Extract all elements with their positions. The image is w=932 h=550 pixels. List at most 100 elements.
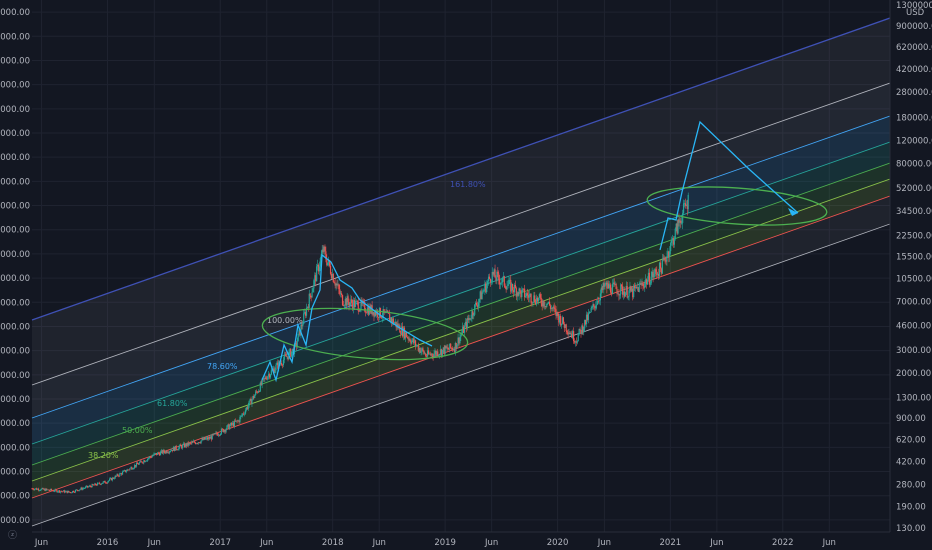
candle-body — [211, 434, 213, 440]
candle-body — [665, 260, 667, 262]
candle-body — [519, 288, 521, 291]
candle-body — [482, 291, 484, 293]
candle-body — [240, 415, 242, 418]
candle-body — [289, 348, 291, 352]
timezone-icon[interactable]: ⓩ — [8, 531, 18, 541]
left-axis-tick: 34000.00 — [0, 129, 30, 139]
candle-body — [558, 315, 560, 323]
candle-body — [397, 323, 399, 329]
candle-body — [599, 293, 602, 301]
candle-body — [106, 482, 108, 484]
candle-body — [679, 220, 681, 223]
candle-body — [283, 354, 285, 360]
candle-body — [429, 353, 431, 355]
candle-body — [340, 293, 342, 295]
right-axis-tick: 1300.00 — [896, 393, 931, 403]
candle-body — [402, 326, 404, 337]
candle-body — [227, 424, 229, 426]
candle-body — [537, 297, 540, 302]
candle-body — [489, 278, 492, 283]
x-axis-tick: Jun — [597, 538, 611, 548]
candle-body — [166, 450, 168, 453]
candle-body — [600, 287, 602, 294]
candle-body — [460, 334, 462, 337]
candle-body — [495, 277, 497, 281]
candle-body — [570, 333, 572, 335]
candle-body — [606, 282, 608, 289]
candle-body — [560, 323, 563, 326]
x-axis-tick: 2016 — [97, 538, 119, 548]
candle-body — [109, 478, 111, 481]
candle-body — [468, 318, 470, 321]
candle-body — [501, 277, 504, 283]
candle-body — [586, 314, 589, 321]
candle-body — [451, 347, 453, 349]
candle-body — [171, 449, 174, 451]
candle-body — [668, 251, 670, 257]
candle-body — [208, 437, 211, 439]
candle-body — [68, 491, 70, 493]
candle-body — [330, 273, 333, 279]
channel-band — [32, 18, 890, 385]
candle-body — [165, 450, 167, 453]
candle-body — [64, 491, 66, 493]
candle-body — [541, 303, 543, 307]
left-axis-tick: 6000.00 — [0, 468, 30, 478]
candle-body — [552, 306, 554, 309]
candle-body — [258, 391, 260, 392]
candle-body — [323, 246, 325, 252]
channel-band — [32, 116, 890, 444]
right-axis-tick: 10500.00 — [896, 275, 932, 285]
candle-body — [623, 291, 626, 297]
candle-body — [121, 473, 123, 475]
candle-body — [32, 488, 34, 490]
candle-body — [476, 305, 479, 307]
right-axis-tick: 2000.00 — [896, 369, 931, 379]
candle-body — [654, 269, 656, 274]
candle-body — [593, 304, 595, 307]
candle-body — [475, 302, 478, 306]
candle-body — [194, 442, 197, 445]
candle-body — [202, 438, 204, 440]
candle-body — [636, 287, 638, 289]
candle-body — [242, 413, 244, 416]
candle-body — [162, 450, 164, 454]
candle-body — [292, 348, 294, 352]
candle-body — [390, 318, 393, 323]
left-axis-tick: 22000.00 — [0, 274, 30, 284]
candle-body — [134, 465, 137, 467]
candle-body — [196, 443, 199, 445]
candle-body — [657, 273, 659, 275]
candle-body — [458, 337, 460, 344]
candle-body — [96, 484, 98, 486]
x-axis-tick: 2018 — [322, 538, 344, 548]
candle-body — [286, 356, 288, 358]
candle-body — [632, 288, 634, 298]
candle-body — [415, 345, 418, 347]
candle-body — [379, 307, 382, 318]
left-axis-tick: 24000.00 — [0, 250, 30, 260]
candle-body — [337, 284, 339, 286]
candle-body — [484, 283, 486, 291]
candle-body — [312, 288, 314, 293]
candle-body — [642, 283, 644, 287]
candle-body — [170, 450, 172, 452]
candle-body — [133, 465, 136, 468]
candle-body — [646, 279, 649, 285]
candle-body — [247, 405, 249, 409]
candle-body — [264, 377, 266, 379]
candle-body — [621, 284, 623, 287]
candle-body — [47, 489, 49, 491]
candle-body — [178, 446, 180, 450]
candle-body — [199, 442, 201, 444]
candle-body — [205, 438, 207, 440]
candle-body — [128, 469, 130, 471]
candle-body — [378, 307, 381, 318]
left-axis-tick: 42000.00 — [0, 32, 30, 42]
candle-body — [112, 477, 114, 479]
candle-body — [596, 304, 598, 306]
candle-body — [553, 306, 555, 309]
candle-body — [427, 350, 430, 354]
candle-body — [411, 340, 413, 344]
